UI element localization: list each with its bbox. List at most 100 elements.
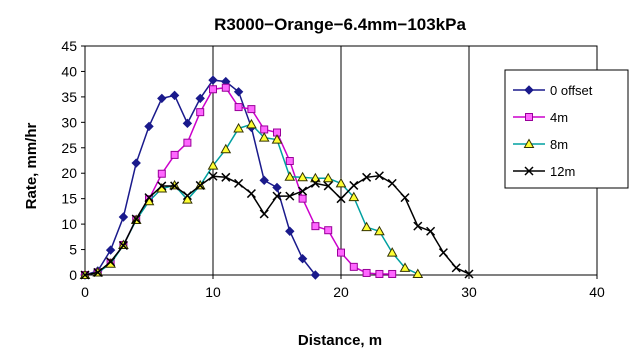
data-point-square	[247, 105, 256, 114]
data-point-x	[170, 181, 180, 191]
x-marker-stroke	[208, 171, 218, 181]
data-point-x	[246, 189, 256, 199]
data-point-square	[221, 83, 230, 92]
data-point-x	[182, 191, 192, 201]
data-point-x	[413, 221, 423, 231]
legend-label: 8m	[550, 137, 568, 152]
data-point-x	[387, 178, 397, 188]
x-marker-stroke	[234, 178, 244, 188]
data-point-diamond	[259, 175, 269, 186]
data-point-triangle	[322, 172, 334, 183]
y-tick-label: 20	[61, 165, 77, 181]
data-point-diamond	[310, 270, 321, 280]
data-point-square	[209, 85, 217, 94]
x-tick-label: 30	[461, 284, 477, 300]
x-marker-stroke	[413, 221, 423, 231]
y-tick-label: 0	[69, 267, 77, 283]
data-point-triangle	[207, 160, 219, 170]
y-tick-label: 5	[69, 242, 77, 258]
data-point-diamond	[157, 93, 167, 104]
data-point-x	[310, 178, 320, 188]
data-point-x	[336, 194, 346, 204]
data-point-diamond	[118, 212, 129, 222]
data-point-triangle	[271, 134, 283, 144]
data-point-x	[298, 186, 308, 196]
x-marker-stroke	[387, 178, 397, 188]
data-point-triangle	[523, 138, 535, 148]
data-point-x	[400, 193, 410, 203]
x-marker-stroke	[438, 248, 448, 258]
x-marker-stroke	[464, 269, 474, 279]
data-point-triangle	[361, 221, 372, 232]
data-point-diamond	[524, 85, 534, 95]
data-point-x	[131, 214, 141, 224]
x-tick-label: 10	[205, 284, 221, 300]
data-point-square	[183, 138, 192, 147]
x-marker-stroke	[170, 181, 180, 191]
x-marker-stroke	[400, 193, 410, 203]
data-point-square	[525, 113, 533, 121]
data-point-diamond	[195, 93, 205, 104]
data-point-diamond	[105, 245, 116, 255]
x-marker-stroke	[298, 186, 308, 196]
data-point-square	[324, 226, 333, 235]
data-point-x	[259, 209, 269, 219]
x-marker-stroke	[524, 166, 534, 176]
data-point-x	[464, 269, 474, 279]
data-point-diamond	[272, 182, 282, 193]
data-point-x	[438, 248, 448, 258]
data-point-square	[298, 194, 307, 203]
data-point-diamond	[169, 90, 180, 101]
data-point-x	[144, 193, 154, 203]
data-point-x	[272, 191, 282, 201]
x-marker-stroke	[310, 178, 320, 188]
data-point-triangle	[233, 122, 244, 133]
data-point-triangle	[412, 268, 424, 278]
data-point-square	[362, 268, 371, 277]
data-point-square	[388, 269, 397, 278]
y-axis-title: Rate, mm/hr	[23, 122, 40, 209]
data-point-x	[349, 180, 359, 190]
x-tick-label: 20	[333, 284, 349, 300]
data-point-diamond	[131, 158, 141, 168]
y-tick-label: 10	[61, 216, 77, 232]
data-point-x	[323, 181, 333, 191]
data-point-x	[362, 172, 372, 182]
data-point-triangle	[220, 143, 232, 154]
x-marker-stroke	[195, 180, 205, 190]
x-marker-stroke	[374, 171, 384, 181]
data-point-diamond	[297, 254, 308, 264]
data-point-square	[337, 248, 345, 257]
data-point-x	[93, 267, 103, 277]
chart-title: R3000−Orange−6.4mm−103kPa	[214, 15, 466, 34]
y-tick-label: 30	[61, 114, 77, 130]
data-point-x	[80, 270, 90, 280]
data-point-triangle	[374, 225, 385, 236]
x-marker-stroke	[80, 270, 90, 280]
legend-label: 0 offset	[550, 83, 593, 98]
y-tick-label: 40	[61, 63, 77, 79]
data-point-x	[234, 178, 244, 188]
x-marker-stroke	[246, 189, 256, 199]
data-point-x	[285, 191, 295, 201]
y-tick-label: 15	[61, 191, 77, 207]
x-marker-stroke	[323, 181, 333, 191]
data-point-triangle	[246, 118, 257, 129]
data-point-diamond	[285, 226, 295, 236]
x-marker-stroke	[93, 267, 103, 277]
data-point-x	[221, 172, 231, 182]
data-point-square	[285, 157, 294, 166]
data-point-triangle	[284, 171, 296, 181]
data-point-square	[157, 169, 166, 178]
x-marker-stroke	[451, 263, 461, 273]
data-point-triangle	[335, 177, 347, 188]
x-tick-label: 40	[589, 284, 605, 300]
y-tick-label: 25	[61, 140, 77, 156]
data-point-triangle	[297, 171, 308, 182]
data-point-square	[375, 269, 384, 278]
x-marker-stroke	[144, 193, 154, 203]
x-tick-label: 0	[81, 284, 89, 300]
data-point-x	[157, 181, 167, 191]
